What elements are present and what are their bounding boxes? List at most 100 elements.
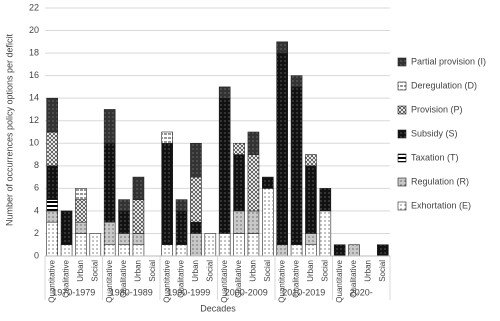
- legend-swatch: [397, 201, 407, 211]
- bar-segment: [118, 233, 130, 246]
- x-tick-label: Qualitative: [177, 259, 186, 297]
- x-tick-label: Social: [320, 260, 329, 282]
- x-tick-label: Qualitative: [349, 259, 358, 297]
- x-tick-label: Quantitative: [47, 259, 56, 302]
- legend-label: Partial provision (I): [411, 56, 486, 66]
- group-label: 1980-1989: [110, 287, 153, 297]
- bar-segment: [190, 176, 202, 223]
- bar-segment: [305, 165, 317, 234]
- legend-swatch: [397, 177, 407, 187]
- bar-segment: [190, 233, 202, 257]
- bar-segment: [262, 176, 274, 189]
- bar-segment: [276, 244, 288, 257]
- legend-label: Subsidy (S): [411, 128, 458, 138]
- bar-segment: [60, 244, 73, 257]
- bar-segment: [262, 188, 274, 257]
- bar-segment: [75, 233, 87, 257]
- x-tick-label: Urban: [191, 260, 200, 282]
- x-tick-label: Qualitative: [119, 259, 128, 297]
- bar-segment: [46, 210, 58, 223]
- bar-segment: [218, 97, 231, 234]
- bar-segment: [75, 221, 87, 234]
- bar-segment: [132, 176, 145, 200]
- x-tick-label: Social: [205, 260, 214, 282]
- y-tick-label: 16: [29, 70, 39, 80]
- bar-segment: [175, 199, 188, 212]
- legend-label: Taxation (T): [411, 152, 459, 162]
- bar-segment: [89, 233, 102, 257]
- group-label: 2000-2009: [225, 287, 268, 297]
- x-tick-label: Quantitative: [105, 259, 114, 302]
- bar-segment: [175, 244, 188, 257]
- y-tick-label: 4: [34, 205, 39, 215]
- bar-segment: [377, 244, 389, 257]
- y-axis-label: Number of occurrences policy options per…: [4, 33, 14, 226]
- y-tick-label: 20: [29, 25, 39, 35]
- bar-segment: [247, 233, 260, 257]
- legend-swatch: [397, 57, 407, 67]
- legend-label: Exhortation (E): [411, 200, 471, 210]
- bar-segment: [348, 244, 360, 257]
- bar-segment: [290, 75, 303, 88]
- bar-segment: [46, 165, 58, 200]
- bar-segment: [103, 142, 116, 223]
- y-tick-label: 12: [29, 115, 39, 125]
- group-label: 1990-1999: [167, 287, 210, 297]
- x-tick-label: Urban: [364, 260, 373, 282]
- bar-segment: [46, 199, 58, 212]
- bar-segment: [204, 233, 217, 257]
- bar-segment: [305, 154, 317, 167]
- x-axis-label: Decades: [200, 303, 236, 313]
- bar-segment: [75, 199, 87, 223]
- bar-segment: [60, 210, 73, 246]
- group-label: 2020-: [350, 287, 373, 297]
- bar-segment: [233, 154, 245, 212]
- x-tick-label: Qualitative: [292, 259, 301, 297]
- x-tick-label: Urban: [76, 260, 85, 282]
- bar-segment: [132, 233, 145, 246]
- bar-segment: [161, 131, 173, 144]
- bar-segment: [118, 210, 130, 234]
- x-tick-label: Quantitative: [277, 259, 286, 302]
- bar-segment: [161, 244, 173, 257]
- group-label: 2010-2019: [282, 287, 325, 297]
- legend-label: Provision (P): [411, 104, 463, 114]
- x-tick-label: Social: [148, 260, 157, 282]
- bar-segment: [103, 109, 116, 144]
- bar-segment: [118, 199, 130, 212]
- bar-segment: [319, 188, 332, 212]
- legend-label: Deregulation (D): [411, 80, 477, 90]
- bar-segment: [190, 142, 202, 178]
- bar-segment: [75, 188, 87, 200]
- x-tick-label: Urban: [249, 260, 258, 282]
- bar-segment: [161, 142, 173, 246]
- y-tick-label: 22: [29, 2, 39, 12]
- y-tick-label: 8: [34, 160, 39, 170]
- y-tick-label: 14: [29, 93, 39, 103]
- legend-swatch: [397, 105, 407, 115]
- bar-segment: [305, 233, 317, 246]
- x-tick-label: Qualitative: [234, 259, 243, 297]
- legend-swatch: [397, 129, 407, 139]
- bar-segment: [290, 244, 303, 257]
- x-tick-label: Urban: [306, 260, 315, 282]
- bar-segment: [233, 142, 245, 155]
- x-tick-label: Urban: [134, 260, 143, 282]
- bar-segment: [175, 210, 188, 246]
- legend-swatch: [397, 153, 407, 163]
- bar-segment: [276, 52, 288, 246]
- x-tick-label: Social: [90, 260, 99, 282]
- bar-segment: [233, 233, 245, 257]
- x-tick-label: Quantitative: [335, 259, 344, 302]
- x-tick-label: Qualitative: [62, 259, 71, 297]
- x-tick-label: Social: [263, 260, 272, 282]
- bar-segment: [132, 244, 145, 257]
- bar-segment: [46, 131, 58, 167]
- bar-segment: [103, 221, 116, 246]
- bar-segment: [103, 244, 116, 257]
- bar-segment: [118, 244, 130, 257]
- legend-label: Regulation (R): [411, 176, 469, 186]
- bar-segment: [190, 221, 202, 234]
- bar-segment: [319, 210, 332, 257]
